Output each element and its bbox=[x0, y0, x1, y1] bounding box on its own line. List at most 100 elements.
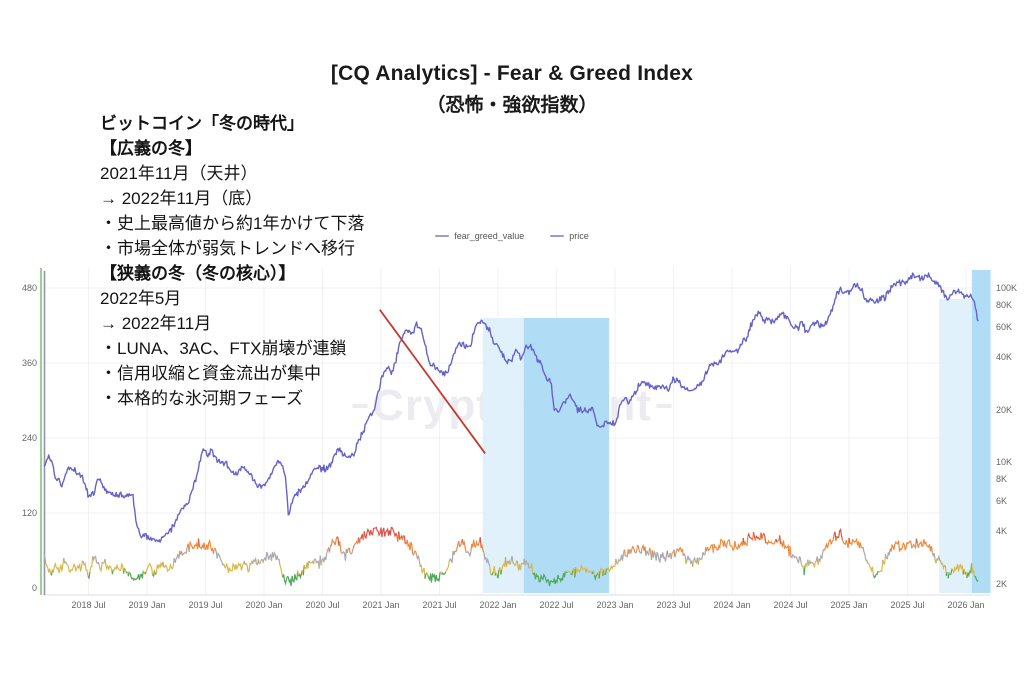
price-line-marker-icon bbox=[550, 235, 565, 237]
x-tick-label: 2019 Jan bbox=[128, 600, 166, 610]
fear-greed-series-segment bbox=[363, 526, 399, 542]
fear-greed-series-segment bbox=[941, 562, 947, 576]
fear-greed-series-segment bbox=[92, 555, 98, 564]
x-tick-label: 2025 Jan bbox=[830, 600, 868, 610]
fear-greed-series-segment bbox=[256, 559, 259, 566]
fear-greed-series-segment bbox=[841, 537, 850, 549]
fear-greed-series-segment bbox=[341, 548, 347, 561]
fear-greed-series-segment bbox=[298, 570, 303, 580]
fear-greed-series-segment bbox=[693, 556, 699, 565]
fear-greed-series-segment bbox=[916, 539, 933, 553]
fear-greed-series-segment bbox=[212, 548, 215, 554]
y-left-tick-label: 120 bbox=[21, 508, 37, 518]
annotation-block: ビットコイン「冬の時代」 【広義の冬】 2021年11月（天井） → 2022年… bbox=[100, 111, 364, 411]
x-tick-label: 2019 Jul bbox=[188, 600, 223, 610]
fear-greed-series-segment bbox=[462, 540, 467, 553]
y-left-tick-label: 480 bbox=[21, 283, 37, 293]
fear-greed-series-segment bbox=[182, 546, 188, 556]
fear-greed-series-segment bbox=[931, 552, 937, 564]
fear-greed-series-segment bbox=[399, 537, 402, 541]
fear-greed-series-segment bbox=[197, 538, 200, 548]
fear-greed-series-segment bbox=[623, 549, 626, 557]
annotation-line: 【狭義の冬（冬の核心）】 bbox=[100, 264, 296, 283]
fear-greed-series-segment bbox=[951, 563, 964, 575]
fear-greed-series-segment bbox=[646, 550, 649, 554]
x-tick-label: 2025 Jul bbox=[890, 600, 925, 610]
fear-greed-series-segment bbox=[261, 551, 281, 565]
fear-greed-series-segment bbox=[833, 531, 837, 542]
fear-greed-series-segment bbox=[163, 557, 175, 573]
fear-greed-series-segment bbox=[65, 561, 68, 565]
fear-greed-series-segment bbox=[398, 531, 401, 540]
fear-greed-series-segment bbox=[310, 562, 313, 564]
fear-greed-series-segment bbox=[105, 564, 113, 575]
fear-greed-series-segment bbox=[849, 537, 865, 553]
x-tick-label: 2021 Jan bbox=[362, 600, 400, 610]
fear-greed-series-segment bbox=[823, 534, 835, 551]
fear-greed-series-segment bbox=[755, 535, 761, 541]
page-title: [CQ Analytics] - Fear & Greed Index bbox=[330, 62, 694, 85]
fear-greed-series-segment bbox=[313, 558, 316, 565]
fear-greed-series-segment bbox=[144, 571, 147, 575]
fear-greed-series-segment bbox=[804, 559, 809, 569]
fear-greed-series-segment bbox=[649, 547, 652, 552]
highlight-band-dark bbox=[971, 270, 991, 593]
fear-greed-series-segment bbox=[97, 562, 100, 566]
fear-greed-series-segment bbox=[814, 556, 819, 565]
fear-greed-series-segment bbox=[199, 538, 215, 555]
fear-greed-series-segment bbox=[414, 550, 418, 556]
fear-greed-series-segment bbox=[349, 549, 354, 555]
fear-greed-series-segment bbox=[615, 558, 618, 564]
fear-greed-series-segment bbox=[872, 570, 879, 579]
fear-greed-series-segment bbox=[412, 550, 416, 556]
fear-greed-series-segment bbox=[747, 532, 754, 541]
fear-greed-series-segment bbox=[936, 554, 943, 565]
x-tick-label: 2024 Jan bbox=[713, 600, 751, 610]
fear-greed-series-segment bbox=[104, 558, 107, 565]
fear-greed-series-segment bbox=[439, 571, 443, 575]
fear-greed-series-segment bbox=[811, 561, 814, 565]
price-series-line bbox=[43, 272, 979, 543]
fear-greed-series-segment bbox=[779, 535, 782, 545]
fear-greed-series-segment bbox=[676, 546, 683, 553]
x-tick-label: 2023 Jan bbox=[596, 600, 634, 610]
fear-greed-series-segment bbox=[89, 556, 94, 572]
fear-greed-series-segment bbox=[214, 547, 217, 553]
legend-item-price[interactable]: price bbox=[550, 231, 589, 241]
fear-greed-series-segment bbox=[743, 535, 749, 547]
fear-greed-series-segment bbox=[884, 548, 891, 560]
y-left-tick-label: 240 bbox=[21, 433, 37, 443]
fear-greed-series-segment bbox=[572, 567, 576, 578]
fear-greed-series-segment bbox=[836, 527, 843, 540]
x-tick-label: 2022 Jan bbox=[479, 600, 517, 610]
fear-greed-series-segment bbox=[566, 570, 572, 575]
fear-greed-series-segment bbox=[453, 550, 456, 556]
fear-greed-series-segment bbox=[803, 565, 806, 576]
fear-greed-series-segment bbox=[575, 563, 593, 574]
fear-greed-series-segment bbox=[154, 572, 157, 575]
fear-greed-series-segment bbox=[966, 570, 971, 579]
annotation-line: 2022年5月 bbox=[100, 289, 182, 308]
annotation-line: ・市場全体が弱気トレンドへ移行 bbox=[100, 239, 355, 258]
fear-greed-series-segment bbox=[692, 560, 695, 567]
fear-greed-series-segment bbox=[889, 538, 917, 552]
annotation-line: 【広義の冬】 bbox=[100, 139, 202, 158]
fear-greed-series-segment bbox=[320, 559, 323, 566]
fear-greed-series-segment bbox=[258, 559, 262, 565]
legend-item-fear-greed[interactable]: fear_greed_value bbox=[435, 231, 524, 241]
fear-greed-line-marker-icon bbox=[435, 235, 450, 237]
fear-greed-series-segment bbox=[599, 567, 604, 576]
legend-label: price bbox=[569, 231, 589, 241]
fear-greed-series-segment bbox=[83, 561, 89, 577]
fear-greed-series-segment bbox=[215, 551, 224, 566]
fear-greed-series-segment bbox=[863, 551, 869, 564]
x-tick-label: 2023 Jul bbox=[656, 600, 691, 610]
fear-greed-series-segment bbox=[604, 568, 608, 576]
fear-greed-series-segment bbox=[616, 559, 620, 565]
annotation-line: ビットコイン「冬の時代」 bbox=[100, 114, 304, 133]
x-tick-label: 2021 Jul bbox=[422, 600, 457, 610]
fear-greed-series-segment bbox=[162, 561, 165, 568]
fear-greed-series-segment bbox=[50, 569, 54, 577]
